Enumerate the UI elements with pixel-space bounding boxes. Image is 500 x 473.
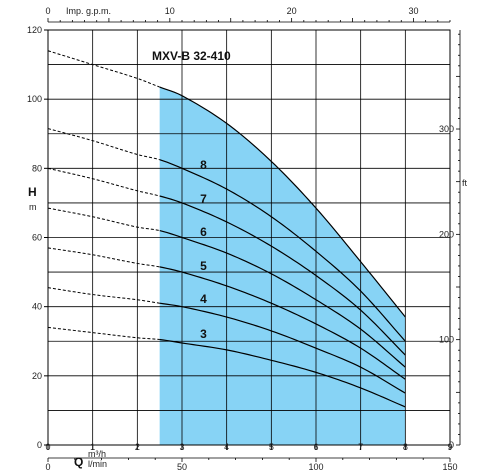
y-tick-label: 0 bbox=[37, 440, 42, 450]
gpm-tick-label: 0 bbox=[45, 6, 50, 16]
series-dashed-8 bbox=[47, 128, 160, 161]
ft-axis-unit: ft bbox=[462, 178, 468, 188]
gpm-tick-label: 30 bbox=[408, 6, 418, 16]
series-line-6 bbox=[159, 229, 406, 368]
curve-label-3: 3 bbox=[200, 327, 207, 341]
x-tick-label: 0 bbox=[45, 442, 50, 452]
lmin-tick-label: 0 bbox=[45, 462, 50, 472]
series-line-max bbox=[159, 86, 406, 318]
gpm-axis-label: Imp. g.p.m. bbox=[66, 6, 111, 16]
x-tick-label: 9 bbox=[447, 442, 452, 452]
x-axis-unit-m3h: m³/h bbox=[88, 449, 106, 459]
x-tick-label: 2 bbox=[135, 442, 140, 452]
series-dashed-6 bbox=[47, 207, 160, 232]
ft-tick-label: 100 bbox=[439, 335, 454, 345]
series-line-7 bbox=[159, 195, 406, 356]
lmin-tick-label: 150 bbox=[442, 462, 457, 472]
curve-label-6: 6 bbox=[200, 225, 207, 239]
series-dashed-7 bbox=[47, 167, 160, 197]
curve-label-7: 7 bbox=[200, 192, 207, 206]
series-dashed-4 bbox=[47, 287, 160, 304]
series-dashed-5 bbox=[47, 247, 160, 268]
x-tick-label: 4 bbox=[224, 442, 229, 452]
x-axis-label: Q bbox=[74, 455, 83, 469]
lmin-tick-label: 50 bbox=[177, 462, 187, 472]
labels: 3 4 5 6 7 8 bbox=[200, 158, 207, 341]
curve-label-8: 8 bbox=[200, 158, 207, 172]
y-tick-label: 40 bbox=[32, 302, 42, 312]
x-tick-label: 8 bbox=[403, 442, 408, 452]
ft-tick-label: 300 bbox=[439, 124, 454, 134]
lmin-tick-label: 100 bbox=[308, 462, 323, 472]
x-tick-label: 6 bbox=[313, 442, 318, 452]
series-line-3 bbox=[159, 338, 406, 408]
series-line-8 bbox=[159, 159, 406, 342]
gpm-tick-label: 20 bbox=[287, 6, 297, 16]
series-line-5 bbox=[159, 266, 406, 380]
y-tick-label: 20 bbox=[32, 371, 42, 381]
chart-title: MXV-B 32-410 bbox=[152, 49, 231, 63]
y-tick-label: 60 bbox=[32, 233, 42, 243]
ft-tick-label: 0 bbox=[449, 440, 454, 450]
x-tick-label: 7 bbox=[358, 442, 363, 452]
y-axis-label: H bbox=[28, 185, 37, 199]
series-lines bbox=[47, 50, 406, 408]
y-tick-label: 80 bbox=[32, 163, 42, 173]
operating-range-area bbox=[159, 87, 406, 445]
operating-range-fill bbox=[159, 87, 406, 445]
grid-lines bbox=[48, 29, 450, 445]
ft-tick-label: 200 bbox=[439, 229, 454, 239]
series-dashed-3 bbox=[47, 326, 160, 341]
curve-label-5: 5 bbox=[200, 259, 207, 273]
curve-label-4: 4 bbox=[200, 292, 207, 306]
y-tick-label: 120 bbox=[27, 25, 42, 35]
y-tick-label: 100 bbox=[27, 94, 42, 104]
x-tick-label: 1 bbox=[90, 442, 95, 452]
x-axis-unit-lmin: l/min bbox=[88, 459, 107, 469]
y-axis-unit: m bbox=[29, 202, 37, 212]
series-line-4 bbox=[159, 302, 406, 394]
series-dashed-max bbox=[47, 50, 160, 88]
x-tick-label: 3 bbox=[179, 442, 184, 452]
gpm-tick-label: 10 bbox=[165, 6, 175, 16]
x-tick-label: 5 bbox=[269, 442, 274, 452]
